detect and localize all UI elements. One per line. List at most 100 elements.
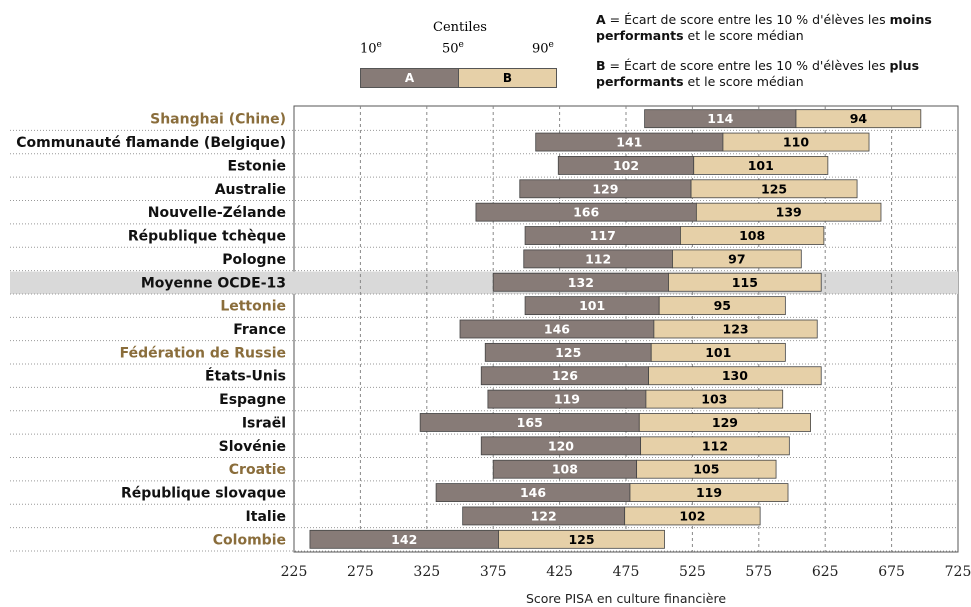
bar-label-b: 97: [728, 251, 745, 266]
category-label: France: [233, 322, 286, 338]
legend-title: Centiles: [433, 20, 487, 35]
category-label: Estonie: [228, 158, 286, 174]
x-tick-label: 375: [480, 564, 507, 580]
category-labels: Shanghai (Chine) Communauté flamande (Bel…: [16, 112, 286, 549]
category-label: Australie: [215, 182, 286, 198]
category-label: Moyenne OCDE-13: [141, 275, 286, 291]
x-tick-label: 725: [945, 564, 971, 580]
bar-label-b: 94: [850, 111, 868, 126]
legend-description-a: A = Écart de score entre les 10 % d'élèv…: [596, 12, 932, 43]
x-tick-label: 625: [812, 564, 839, 580]
bar-label-b: 115: [732, 275, 758, 290]
category-label: Italie: [246, 509, 286, 525]
bar-label-a: 114: [707, 111, 733, 126]
bar-label-b: 102: [679, 508, 705, 523]
bar-label-a: 141: [616, 135, 642, 150]
x-tick-label: 425: [546, 564, 573, 580]
bar-segment-b: [645, 389, 784, 409]
bar-label-b: 130: [722, 368, 748, 383]
category-label: République tchèque: [128, 229, 286, 245]
bar-label-b: 101: [705, 345, 731, 360]
bar-label-b: 125: [568, 532, 594, 547]
x-tick-label: 225: [281, 564, 308, 580]
legend-description-b: B = Écart de score entre les 10 % d'élèv…: [596, 58, 920, 89]
bar-label-b: 125: [761, 181, 787, 196]
x-tick-label: 525: [679, 564, 706, 580]
bar-segment-b: [695, 202, 882, 222]
bar-label-a: 108: [552, 462, 578, 477]
bar-label-b: 95: [714, 298, 731, 313]
x-tick-label: 325: [413, 564, 440, 580]
bar-segment-b: [693, 156, 829, 175]
bar-segment-b: [658, 296, 786, 316]
bar-label-b: 139: [776, 205, 802, 220]
bar-label-a: 101: [579, 298, 605, 313]
category-label: États-Unis: [205, 368, 286, 385]
legend-tick-p10: 10e: [360, 40, 382, 57]
x-tick-label: 575: [745, 564, 772, 580]
bar-segment-b: [690, 179, 858, 199]
bar-segment-b: [653, 319, 818, 339]
category-label: Nouvelle-Zélande: [148, 205, 286, 221]
bar-label-b: 112: [702, 438, 728, 453]
bar-segment-b: [650, 342, 786, 362]
bar-label-a: 146: [520, 485, 546, 500]
bar-label-a: 146: [544, 322, 570, 337]
bar-label-a: 119: [554, 392, 580, 407]
bar-segment-b: [672, 249, 802, 269]
bar-segment-b: [636, 459, 777, 479]
x-tick-labels: 225 275 325 375 425 475 525 575 625 675 725: [281, 564, 971, 580]
bar-label-a: 166: [573, 205, 599, 220]
bar-label-b: 123: [723, 322, 749, 337]
category-label: Croatie: [229, 462, 286, 478]
bar-label-b: 101: [748, 158, 774, 173]
bar-label-a: 102: [613, 158, 639, 173]
row-dotted-lines: [10, 129, 958, 552]
bar-label-b: 119: [696, 485, 722, 500]
bar-label-b: 103: [701, 392, 727, 407]
bar-segment-b: [629, 483, 789, 502]
legend-tick-p50: 50e: [442, 40, 464, 57]
bar-label-a: 129: [592, 181, 618, 196]
bar-segment-b: [624, 506, 761, 526]
bar-label-a: 122: [531, 508, 557, 523]
category-label: Espagne: [219, 392, 286, 408]
bar-label-a: 117: [590, 228, 616, 243]
bar-label-a: 165: [517, 415, 543, 430]
bar-label-b: 129: [712, 415, 738, 430]
category-label: Fédération de Russie: [120, 345, 286, 361]
x-tick-label: 675: [878, 564, 905, 580]
bar-label-b: 110: [783, 135, 809, 150]
x-tick-label: 275: [347, 564, 374, 580]
bar-segment-b: [722, 132, 870, 152]
category-label: République slovaque: [121, 486, 286, 502]
legend: Centiles 10e 50e 90e A B A = Écart de sc…: [0, 0, 971, 105]
bar-segment-b: [680, 226, 825, 245]
bar-segment-b: [648, 366, 822, 386]
bar-label-b: 108: [739, 228, 765, 243]
bar-segment-b: [498, 529, 665, 549]
category-label: Pologne: [222, 252, 286, 268]
bar-label-a: 125: [555, 345, 581, 360]
bar-label-b: 105: [693, 462, 719, 477]
x-tick-label: 475: [613, 564, 640, 580]
legend-tick-p90: 90e: [532, 40, 554, 57]
category-label: Slovénie: [219, 439, 286, 455]
bar-label-a: 112: [585, 251, 611, 266]
category-label: Lettonie: [220, 299, 286, 315]
category-label: Israël: [242, 415, 286, 431]
bar-label-a: 120: [548, 438, 574, 453]
bar-label-a: 126: [552, 368, 578, 383]
category-label: Communauté flamande (Belgique): [16, 135, 286, 151]
bars: 114 94 141 110 102 101 129 125 166 139 117 108 112 97…: [309, 109, 922, 549]
category-label: Colombie: [213, 532, 286, 548]
bar-segment-b: [638, 413, 811, 432]
bar-segment-b: [795, 109, 922, 129]
x-axis-title: Score PISA en culture financière: [526, 591, 726, 606]
bar-label-a: 132: [568, 275, 594, 290]
legend-box-a: A: [360, 68, 459, 88]
bar-segment-b: [640, 436, 790, 456]
bar-segment-b: [668, 272, 822, 292]
legend-box-b: B: [458, 68, 557, 88]
